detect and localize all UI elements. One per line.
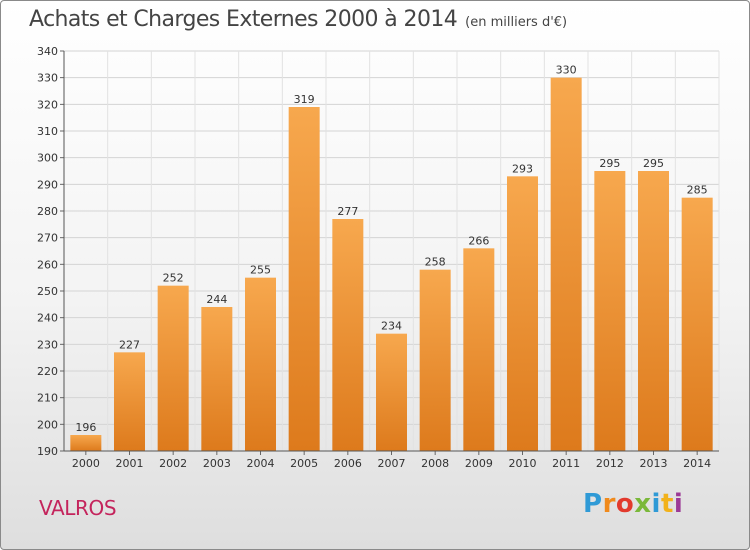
- x-tick-label: 2003: [203, 457, 231, 470]
- x-tick-label: 2004: [247, 457, 275, 470]
- axes: 190 200 210 220 230 240 250 260 270 280 290 300 310 3…: [37, 45, 719, 470]
- x-tick-label: 2000: [72, 457, 100, 470]
- data-label: 255: [250, 264, 271, 277]
- y-tick-label: 210: [37, 392, 58, 405]
- bar-2007: [376, 333, 407, 451]
- y-tick-label: 240: [37, 312, 58, 325]
- x-tick-label: 2010: [509, 457, 537, 470]
- bar-2006: [332, 219, 364, 451]
- proxiti-logo: Proxiti: [583, 489, 683, 519]
- x-tick-label: 2009: [465, 457, 493, 470]
- bar-2010: [507, 176, 538, 452]
- chart-title-text: Achats et Charges Externes 2000 à 2014: [29, 7, 458, 32]
- x-tick-label: 2008: [421, 457, 449, 470]
- bar-2012: [594, 171, 626, 451]
- logo-letter: i: [673, 489, 684, 519]
- data-label: 285: [687, 184, 708, 197]
- y-tick-label: 220: [37, 365, 58, 378]
- y-tick-label: 270: [37, 232, 58, 245]
- x-tick-label: 2005: [290, 457, 318, 470]
- y-tick-label: 330: [37, 72, 58, 85]
- y-tick-label: 200: [37, 418, 58, 431]
- y-tick-label: 230: [37, 338, 58, 351]
- data-label: 295: [599, 157, 620, 170]
- bar-2005: [288, 107, 320, 451]
- data-label: 244: [206, 293, 227, 306]
- data-label: 330: [556, 64, 577, 77]
- y-tick-label: 310: [37, 125, 58, 138]
- bar-2003: [201, 307, 233, 451]
- x-tick-label: 2011: [552, 457, 580, 470]
- bars: [70, 77, 713, 452]
- x-tick-label: 2006: [334, 457, 362, 470]
- y-tick-label: 340: [37, 45, 58, 58]
- y-tick-label: 300: [37, 152, 58, 165]
- location-label: VALROS: [39, 496, 117, 520]
- logo-letter: x: [634, 489, 652, 519]
- x-tick-label: 2002: [159, 457, 187, 470]
- bar-2009: [463, 248, 495, 451]
- bar-2008: [419, 269, 451, 451]
- y-tick-label: 320: [37, 98, 58, 111]
- x-tick-label: 2007: [378, 457, 406, 470]
- y-tick-label: 260: [37, 258, 58, 271]
- x-tick-label: 2012: [596, 457, 624, 470]
- y-tick-label: 250: [37, 285, 58, 298]
- bar-2011: [550, 77, 582, 452]
- data-label: 266: [468, 234, 489, 247]
- y-tick-label: 290: [37, 178, 58, 191]
- bar-2014: [681, 197, 713, 451]
- x-tick-label: 2013: [640, 457, 668, 470]
- logo-letter: r: [602, 489, 616, 519]
- data-label: 295: [643, 157, 664, 170]
- logo-letter: t: [660, 489, 674, 519]
- data-label: 252: [163, 272, 184, 285]
- logo-letter: o: [615, 489, 635, 519]
- bar-2004: [245, 277, 276, 451]
- y-tick-label: 190: [37, 445, 58, 458]
- bar-2001: [114, 352, 145, 451]
- data-label: 227: [119, 338, 140, 351]
- chart-title: Achats et Charges Externes 2000 à 2014 (e…: [29, 7, 567, 32]
- logo-letter: i: [651, 489, 661, 519]
- x-tick-label: 2014: [683, 457, 711, 470]
- bar-2013: [638, 171, 669, 451]
- y-tick-label: 280: [37, 205, 58, 218]
- data-label: 319: [294, 93, 315, 106]
- data-label: 234: [381, 320, 402, 333]
- data-label: 277: [337, 205, 358, 218]
- chart-subtitle: (en milliers d'€): [465, 15, 568, 30]
- data-labels: 196 227 252 244 255 319 277 234 258 266 293 330 295 2…: [75, 64, 707, 434]
- bar-2000: [70, 435, 102, 451]
- data-label: 293: [512, 162, 533, 175]
- bar-2002: [157, 285, 189, 451]
- data-label: 196: [75, 421, 96, 434]
- logo-letter: P: [583, 489, 603, 519]
- x-tick-label: 2001: [116, 457, 144, 470]
- data-label: 258: [425, 256, 446, 269]
